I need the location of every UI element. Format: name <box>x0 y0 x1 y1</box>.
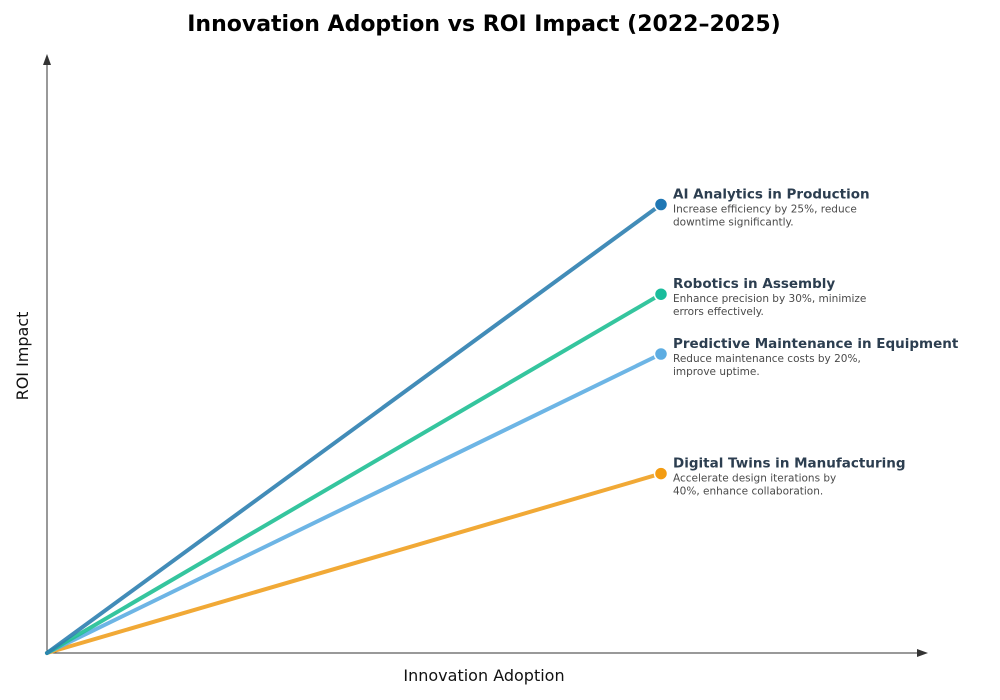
series-description-line-0-0: Increase efficiency by 25%, reduce <box>673 204 857 216</box>
series-name-label-2: Predictive Maintenance in Equipment <box>673 336 959 352</box>
series-description-line-2-0: Reduce maintenance costs by 20%, <box>673 353 861 365</box>
series-description-line-3-0: Accelerate design iterations by <box>673 473 836 485</box>
y-axis-arrowhead-icon <box>43 54 51 65</box>
series-name-label-0: AI Analytics in Production <box>673 187 870 203</box>
series-endpoint-marker-2 <box>653 346 669 362</box>
series-endpoint-marker-3 <box>653 466 669 481</box>
axes <box>43 54 928 657</box>
series-line-3 <box>45 471 663 655</box>
series-description-line-1-0: Enhance precision by 30%, minimize <box>673 293 866 305</box>
series-description-line-0-1: downtime significantly. <box>673 217 794 229</box>
x-axis-arrowhead-icon <box>917 649 928 657</box>
series-endpoint-marker-0 <box>653 197 669 212</box>
series-layer <box>45 202 663 655</box>
series-line-0 <box>45 202 663 655</box>
series-line-1 <box>45 292 663 655</box>
series-endpoint-marker-1 <box>653 286 669 302</box>
y-axis-label: ROI Impact <box>13 312 32 401</box>
series-line-2 <box>45 352 663 655</box>
x-axis-label: Innovation Adoption <box>403 666 564 685</box>
series-description-line-3-1: 40%, enhance collaboration. <box>673 486 823 498</box>
series-description-line-2-1: improve uptime. <box>673 366 760 378</box>
chart-title: Innovation Adoption vs ROI Impact (2022–… <box>187 12 781 37</box>
series-name-label-3: Digital Twins in Manufacturing <box>673 456 906 472</box>
series-name-label-1: Robotics in Assembly <box>673 276 835 292</box>
series-description-line-1-1: errors effectively. <box>673 306 764 318</box>
